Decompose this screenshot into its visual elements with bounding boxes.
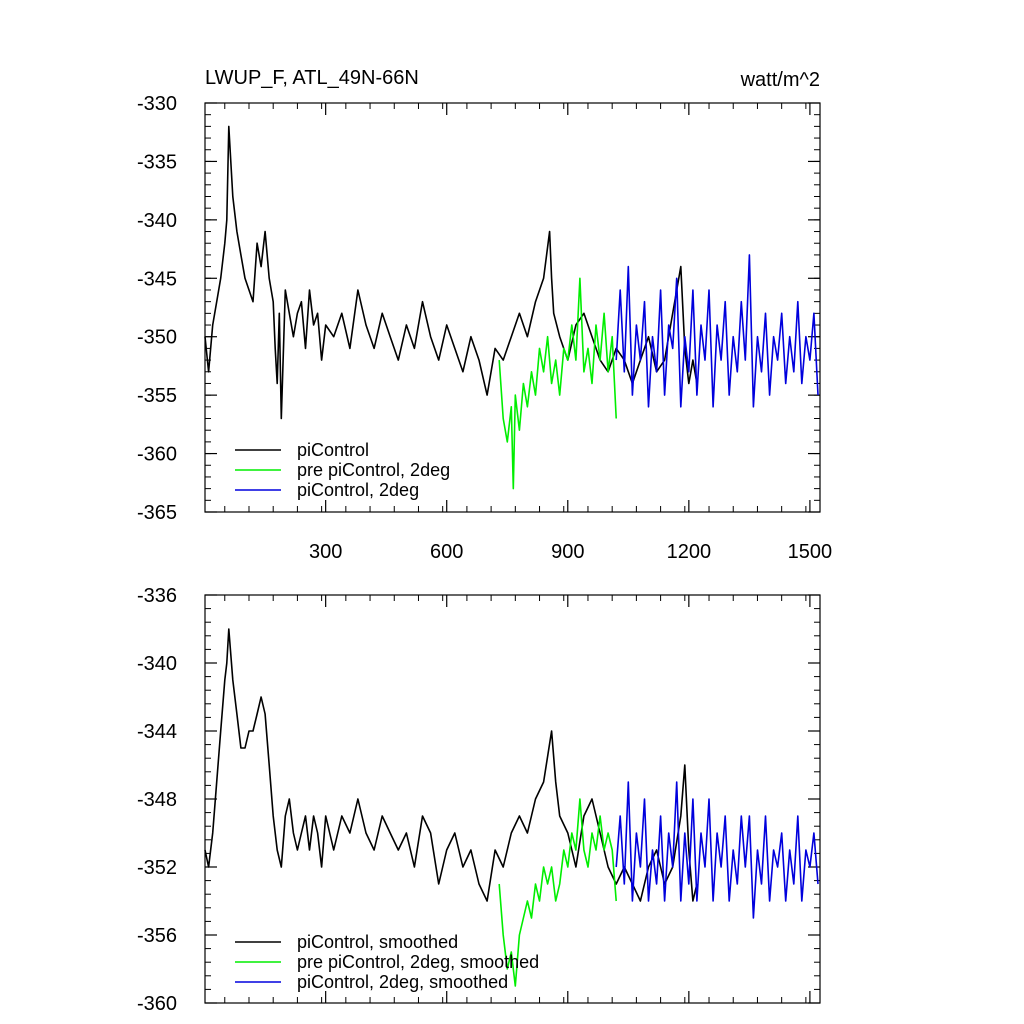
legend-label: piControl: [297, 440, 369, 460]
y-tick-label: -350: [137, 327, 177, 349]
y-tick-label: -336: [137, 585, 177, 607]
series-line-1: [204, 125, 698, 420]
axes-bottom: -336 -340 -344 -348 -352 -356 -360: [137, 585, 821, 1015]
legend-label: pre piControl, 2deg: [297, 460, 450, 480]
units-label: watt/m^2: [740, 69, 820, 91]
legend-label: pre piControl, 2deg, smoothed: [297, 952, 539, 972]
series-line-2: [498, 277, 617, 490]
series-line-3: [615, 254, 819, 408]
series-line-1: [204, 628, 698, 902]
legend-label: piControl, smoothed: [297, 932, 458, 952]
y-tick-label: -365: [137, 502, 177, 524]
y-tick-label: -340: [137, 210, 177, 232]
legend-label: piControl, 2deg: [297, 480, 419, 500]
series-line-2: [498, 798, 617, 987]
axes-top: -330 -335 -340 -345 -350 -355 -360 -365 300 600 90…: [137, 93, 832, 563]
plot-area-bottom: [204, 628, 819, 987]
legend-label: piControl, 2deg, smoothed: [297, 972, 508, 992]
y-tick-label: -330: [137, 93, 177, 115]
x-tick-label: 900: [551, 541, 584, 563]
x-tick-label: 600: [430, 541, 463, 563]
y-tick-label: -345: [137, 268, 177, 290]
x-tick-label: 300: [309, 541, 342, 563]
y-tick-label: -360: [137, 993, 177, 1015]
y-tick-label: -335: [137, 151, 177, 173]
y-tick-label: -360: [137, 444, 177, 466]
chart-title: LWUP_F, ATL_49N-66N: [205, 67, 419, 89]
bottom-panel: -336 -340 -344 -348 -352 -356 -360 piControl, …: [137, 585, 821, 1015]
y-tick-label: -352: [137, 857, 177, 879]
y-tick-label: -355: [137, 385, 177, 407]
x-tick-label: 1200: [667, 541, 712, 563]
y-tick-label: -340: [137, 653, 177, 675]
y-tick-label: -348: [137, 789, 177, 811]
y-tick-label: -356: [137, 925, 177, 947]
top-panel: LWUP_F, ATL_49N-66N watt/m^2 -330 -335 -34…: [137, 67, 832, 563]
y-tick-label: -344: [137, 721, 177, 743]
x-tick-label: 1500: [788, 541, 833, 563]
plot-area-top: [204, 125, 819, 490]
plot-frame-top: [204, 102, 821, 513]
series-line-3: [615, 781, 819, 919]
